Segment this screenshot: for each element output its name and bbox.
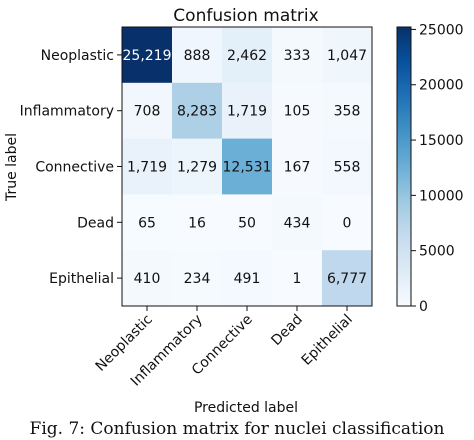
cell-value-label: 434 — [284, 215, 311, 231]
colorbar-tick-label: 25000 — [419, 22, 464, 38]
heatmap-cell — [322, 138, 373, 195]
cell-value-label: 16 — [188, 215, 206, 231]
y-tick-label: Neoplastic — [41, 48, 114, 64]
heatmap-cell — [272, 250, 323, 307]
y-tick-label: Dead — [77, 215, 114, 231]
heatmap-cell — [322, 82, 373, 140]
cell-value-label: 358 — [334, 104, 361, 120]
heatmap-cell — [272, 82, 323, 140]
colorbar-tick-label: 15000 — [419, 133, 464, 149]
heatmap-cell — [222, 138, 273, 195]
heatmap-cell — [272, 194, 323, 251]
y-tick-label: Epithelial — [49, 271, 114, 287]
cell-value-label: 105 — [284, 104, 311, 120]
cell-value-label: 491 — [234, 271, 261, 287]
heatmap-cell — [122, 250, 173, 307]
heatmap-cell — [222, 194, 273, 251]
cell-value-label: 708 — [134, 104, 161, 120]
heatmap-cell — [172, 250, 223, 307]
chart-title: Confusion matrix — [173, 6, 318, 26]
heatmap-cell — [272, 27, 323, 84]
heatmap-cell — [122, 194, 173, 251]
heatmap-cell — [322, 194, 373, 251]
cell-value-label: 333 — [284, 48, 311, 64]
heatmap-cell-labels: 25,219 888 2,462 333 1,047 708 8,283 1,719 105 35… — [123, 48, 368, 287]
cell-value-label: 888 — [184, 48, 211, 64]
heatmap-cell — [222, 27, 273, 84]
cell-value-label: 0 — [343, 215, 352, 231]
figure-caption: Fig. 7: Confusion matrix for nuclei clas… — [29, 419, 445, 439]
cell-value-label: 12,531 — [223, 160, 272, 176]
cell-value-label: 1 — [293, 271, 302, 287]
cell-value-label: 410 — [134, 271, 161, 287]
heatmap-cell — [172, 27, 223, 84]
y-tick-label: Inflammatory — [20, 104, 114, 120]
cell-value-label: 1,719 — [227, 104, 267, 120]
colorbar-tick-label: 20000 — [419, 78, 464, 94]
cell-value-label: 6,777 — [327, 271, 367, 287]
cell-value-label: 65 — [138, 215, 156, 231]
cell-value-label: 8,283 — [177, 104, 217, 120]
y-axis-label: True label — [4, 133, 20, 202]
x-axis-label: Predicted label — [194, 400, 298, 416]
cell-value-label: 234 — [184, 271, 211, 287]
cell-value-label: 1,279 — [177, 160, 217, 176]
cell-value-label: 1,719 — [127, 160, 167, 176]
heatmap-cell — [122, 82, 173, 140]
colorbar-ticks: 0 5000 10000 15000 20000 25000 — [411, 22, 464, 315]
colorbar-tick-label: 10000 — [419, 188, 464, 204]
cell-value-label: 558 — [334, 160, 361, 176]
cell-value-label: 25,219 — [123, 48, 172, 64]
x-tick-label: Dead — [268, 312, 305, 349]
heatmap-cell — [122, 138, 173, 195]
heatmap-cell — [272, 138, 323, 195]
heatmap-cell — [222, 82, 273, 140]
cell-value-label: 50 — [238, 215, 256, 231]
heatmap-cell — [172, 194, 223, 251]
heatmap-cell — [172, 138, 223, 195]
heatmap-cell — [222, 250, 273, 307]
y-tick-label: Connective — [35, 160, 114, 176]
cell-value-label: 2,462 — [227, 48, 267, 64]
heatmap-cell — [322, 27, 373, 84]
y-axis-ticks: Neoplastic Inflammatory Connective Dead Epit… — [20, 48, 122, 287]
cell-value-label: 1,047 — [327, 48, 367, 64]
colorbar-tick-label: 5000 — [419, 244, 455, 260]
heatmap-cells — [122, 27, 373, 307]
colorbar — [396, 26, 412, 307]
heatmap-cell — [322, 250, 373, 307]
colorbar-tick-label: 0 — [419, 299, 428, 315]
heatmap-cell — [172, 82, 223, 140]
cell-value-label: 167 — [284, 160, 311, 176]
x-tick-label: Epithelial — [299, 312, 356, 369]
heatmap-cell — [122, 27, 173, 84]
